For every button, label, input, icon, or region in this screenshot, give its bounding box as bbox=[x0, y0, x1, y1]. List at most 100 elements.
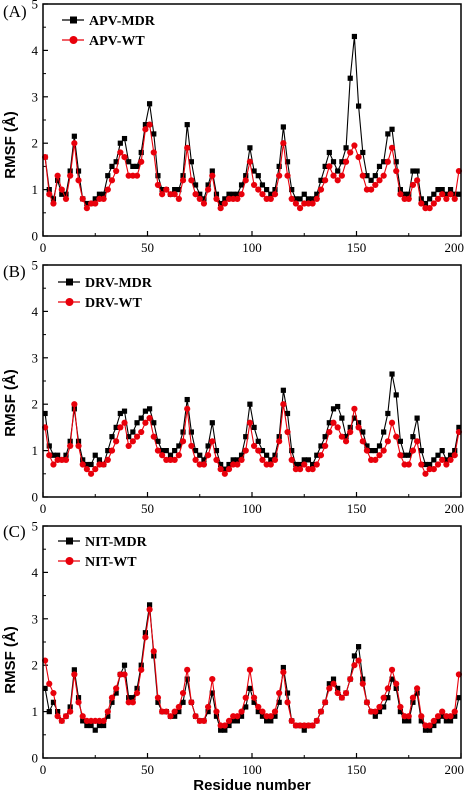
data-point-drv-mdr bbox=[105, 448, 111, 454]
data-point-nit-wt bbox=[418, 713, 425, 720]
data-point-nit-mdr bbox=[284, 690, 291, 696]
data-point-drv-mdr bbox=[88, 461, 94, 468]
data-point-drv-mdr bbox=[355, 420, 362, 426]
data-point-nit-mdr bbox=[381, 704, 387, 710]
data-point-apv-mdr bbox=[243, 173, 249, 179]
data-point-nit-mdr bbox=[431, 722, 437, 729]
data-point-apv-wt bbox=[292, 200, 299, 207]
data-point-apv-mdr bbox=[284, 159, 291, 165]
data-point-drv-mdr bbox=[167, 452, 174, 458]
data-point-apv-mdr bbox=[205, 182, 211, 188]
data-point-drv-wt bbox=[301, 461, 308, 468]
data-point-apv-wt bbox=[368, 186, 375, 193]
data-point-drv-wt bbox=[451, 452, 458, 459]
data-point-apv-wt bbox=[213, 195, 220, 202]
data-point-apv-wt bbox=[163, 186, 170, 193]
data-point-drv-mdr bbox=[439, 448, 445, 454]
data-point-nit-wt bbox=[355, 657, 362, 664]
data-point-apv-mdr bbox=[238, 182, 245, 188]
data-point-apv-mdr bbox=[381, 159, 387, 165]
data-point-apv-mdr bbox=[305, 196, 312, 202]
data-point-nit-wt bbox=[154, 694, 162, 701]
data-point-drv-mdr bbox=[339, 415, 345, 421]
data-point-apv-mdr bbox=[456, 191, 462, 197]
data-point-nit-wt bbox=[447, 713, 454, 720]
data-point-apv-wt bbox=[334, 177, 341, 184]
data-point-nit-mdr bbox=[238, 713, 245, 719]
data-point-apv-mdr bbox=[226, 191, 232, 197]
data-point-apv-wt bbox=[280, 140, 287, 147]
data-point-apv-wt bbox=[276, 172, 283, 179]
data-point-drv-wt bbox=[179, 438, 187, 445]
data-point-apv-mdr bbox=[355, 103, 362, 109]
data-point-apv-wt bbox=[117, 149, 124, 156]
data-point-drv-mdr bbox=[92, 452, 98, 458]
data-point-drv-wt bbox=[217, 466, 224, 473]
data-point-nit-mdr bbox=[447, 718, 454, 724]
data-point-drv-wt bbox=[242, 447, 249, 454]
data-point-apv-mdr bbox=[289, 187, 295, 193]
data-point-apv-wt bbox=[133, 172, 141, 179]
data-point-drv-mdr bbox=[121, 408, 128, 414]
data-point-drv-wt bbox=[46, 452, 53, 459]
data-point-nit-mdr bbox=[243, 704, 249, 710]
data-point-apv-wt bbox=[338, 172, 345, 179]
data-point-nit-wt bbox=[405, 713, 412, 720]
data-point-apv-mdr bbox=[443, 191, 449, 197]
x-tick-label-a-0: 0 bbox=[40, 240, 47, 255]
data-point-drv-mdr bbox=[314, 452, 320, 458]
data-point-apv-mdr bbox=[427, 196, 433, 202]
data-point-apv-wt bbox=[397, 191, 404, 198]
data-point-nit-wt bbox=[54, 713, 61, 720]
data-point-apv-wt bbox=[159, 191, 166, 198]
data-point-nit-wt bbox=[250, 694, 258, 701]
data-point-apv-mdr bbox=[335, 168, 341, 174]
data-point-apv-wt bbox=[121, 154, 128, 161]
data-point-apv-mdr bbox=[343, 145, 349, 151]
data-point-drv-mdr bbox=[163, 448, 169, 454]
series-line-drv-mdr bbox=[44, 373, 460, 471]
x-tick-label-c-1: 50 bbox=[141, 762, 154, 777]
data-point-drv-mdr bbox=[268, 457, 274, 463]
data-point-apv-mdr bbox=[385, 131, 391, 137]
data-point-drv-mdr bbox=[197, 452, 203, 458]
legend-c: NIT-MDR NIT-WT bbox=[58, 535, 148, 570]
x-tick-label-a-1: 50 bbox=[141, 240, 154, 255]
data-point-apv-wt bbox=[393, 167, 400, 175]
data-point-nit-wt bbox=[430, 717, 437, 724]
data-point-drv-mdr bbox=[372, 448, 378, 454]
legend-a: APV-MDR APV-WT bbox=[62, 14, 156, 49]
data-point-drv-mdr bbox=[234, 457, 240, 463]
data-point-apv-mdr bbox=[188, 159, 194, 165]
data-point-apv-mdr bbox=[84, 200, 90, 207]
data-point-apv-wt bbox=[217, 205, 224, 212]
data-point-apv-wt bbox=[62, 195, 70, 202]
data-point-nit-wt bbox=[342, 689, 350, 697]
data-point-nit-wt bbox=[309, 722, 316, 729]
data-point-nit-mdr bbox=[230, 718, 236, 724]
data-point-nit-wt bbox=[79, 713, 86, 720]
data-point-apv-mdr bbox=[222, 196, 228, 202]
data-point-drv-wt bbox=[280, 401, 287, 408]
legend-label-mdr-c: NIT-MDR bbox=[85, 535, 148, 550]
data-point-nit-mdr bbox=[209, 690, 215, 696]
data-point-apv-mdr bbox=[176, 187, 182, 193]
data-point-apv-mdr bbox=[439, 187, 445, 193]
data-point-drv-mdr bbox=[113, 424, 119, 430]
y-tick-label-a-3: 3 bbox=[32, 89, 39, 104]
data-point-drv-wt bbox=[326, 428, 333, 436]
data-point-nit-wt bbox=[179, 689, 187, 697]
data-point-drv-wt bbox=[376, 452, 383, 459]
data-point-nit-mdr bbox=[401, 718, 408, 724]
x-axis-title: Residue number bbox=[193, 777, 311, 794]
data-point-drv-wt bbox=[330, 419, 337, 426]
data-point-nit-wt bbox=[372, 708, 379, 715]
data-point-apv-wt bbox=[284, 172, 291, 179]
data-point-apv-mdr bbox=[63, 191, 69, 197]
data-point-apv-wt bbox=[372, 181, 379, 189]
data-point-nit-mdr bbox=[372, 713, 378, 719]
data-point-drv-wt bbox=[142, 419, 149, 426]
data-point-nit-mdr bbox=[96, 722, 103, 729]
data-point-apv-mdr bbox=[297, 196, 303, 202]
